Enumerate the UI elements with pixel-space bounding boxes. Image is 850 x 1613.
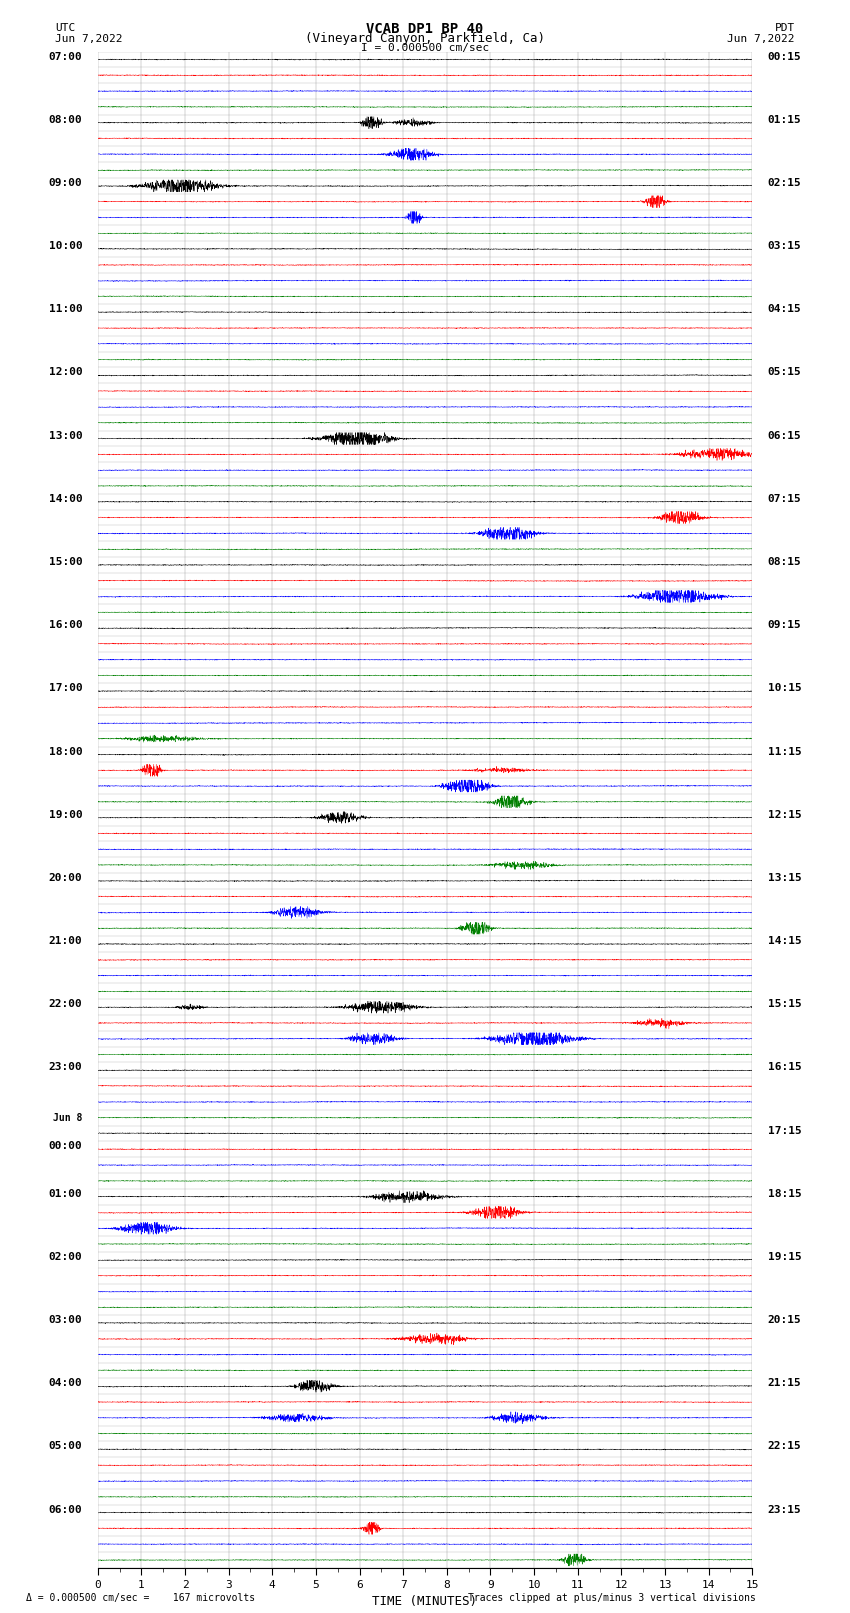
Text: 05:15: 05:15 bbox=[768, 368, 802, 377]
Text: 14:00: 14:00 bbox=[48, 494, 82, 503]
X-axis label: TIME (MINUTES): TIME (MINUTES) bbox=[372, 1595, 478, 1608]
Text: 08:15: 08:15 bbox=[768, 556, 802, 568]
Text: 15:15: 15:15 bbox=[768, 1000, 802, 1010]
Text: 06:00: 06:00 bbox=[48, 1505, 82, 1515]
Text: Jun 8: Jun 8 bbox=[53, 1113, 82, 1123]
Text: Jun 7,2022: Jun 7,2022 bbox=[728, 34, 795, 44]
Text: 01:00: 01:00 bbox=[48, 1189, 82, 1198]
Text: 23:00: 23:00 bbox=[48, 1063, 82, 1073]
Text: 07:15: 07:15 bbox=[768, 494, 802, 503]
Text: 11:00: 11:00 bbox=[48, 305, 82, 315]
Text: Δ = 0.000500 cm/sec =    167 microvolts: Δ = 0.000500 cm/sec = 167 microvolts bbox=[26, 1594, 255, 1603]
Text: UTC: UTC bbox=[55, 24, 76, 34]
Text: 20:15: 20:15 bbox=[768, 1315, 802, 1326]
Text: I = 0.000500 cm/sec: I = 0.000500 cm/sec bbox=[361, 44, 489, 53]
Text: 19:00: 19:00 bbox=[48, 810, 82, 819]
Text: 10:15: 10:15 bbox=[768, 684, 802, 694]
Text: 15:00: 15:00 bbox=[48, 556, 82, 568]
Text: 09:00: 09:00 bbox=[48, 177, 82, 189]
Text: 13:00: 13:00 bbox=[48, 431, 82, 440]
Text: 02:15: 02:15 bbox=[768, 177, 802, 189]
Text: 17:15: 17:15 bbox=[768, 1126, 802, 1136]
Text: 21:15: 21:15 bbox=[768, 1378, 802, 1389]
Text: VCAB DP1 BP 40: VCAB DP1 BP 40 bbox=[366, 23, 484, 35]
Text: 06:15: 06:15 bbox=[768, 431, 802, 440]
Text: 03:15: 03:15 bbox=[768, 242, 802, 252]
Text: 22:00: 22:00 bbox=[48, 1000, 82, 1010]
Text: 17:00: 17:00 bbox=[48, 684, 82, 694]
Text: 11:15: 11:15 bbox=[768, 747, 802, 756]
Text: 20:00: 20:00 bbox=[48, 873, 82, 882]
Text: 02:00: 02:00 bbox=[48, 1252, 82, 1261]
Text: 00:00: 00:00 bbox=[48, 1142, 82, 1152]
Text: 00:15: 00:15 bbox=[768, 52, 802, 61]
Text: 14:15: 14:15 bbox=[768, 936, 802, 947]
Text: (Vineyard Canyon, Parkfield, Ca): (Vineyard Canyon, Parkfield, Ca) bbox=[305, 32, 545, 45]
Text: 12:15: 12:15 bbox=[768, 810, 802, 819]
Text: 09:15: 09:15 bbox=[768, 621, 802, 631]
Text: 04:15: 04:15 bbox=[768, 305, 802, 315]
Text: 18:15: 18:15 bbox=[768, 1189, 802, 1198]
Text: 22:15: 22:15 bbox=[768, 1442, 802, 1452]
Text: 18:00: 18:00 bbox=[48, 747, 82, 756]
Text: 12:00: 12:00 bbox=[48, 368, 82, 377]
Text: 05:00: 05:00 bbox=[48, 1442, 82, 1452]
Text: Traces clipped at plus/minus 3 vertical divisions: Traces clipped at plus/minus 3 vertical … bbox=[468, 1594, 756, 1603]
Text: 19:15: 19:15 bbox=[768, 1252, 802, 1261]
Text: 13:15: 13:15 bbox=[768, 873, 802, 882]
Text: PDT: PDT bbox=[774, 24, 795, 34]
Text: 04:00: 04:00 bbox=[48, 1378, 82, 1389]
Text: 21:00: 21:00 bbox=[48, 936, 82, 947]
Text: 10:00: 10:00 bbox=[48, 242, 82, 252]
Text: 03:00: 03:00 bbox=[48, 1315, 82, 1326]
Text: 23:15: 23:15 bbox=[768, 1505, 802, 1515]
Text: 08:00: 08:00 bbox=[48, 115, 82, 124]
Text: 07:00: 07:00 bbox=[48, 52, 82, 61]
Text: 16:00: 16:00 bbox=[48, 621, 82, 631]
Text: 16:15: 16:15 bbox=[768, 1063, 802, 1073]
Text: 01:15: 01:15 bbox=[768, 115, 802, 124]
Text: Jun 7,2022: Jun 7,2022 bbox=[55, 34, 122, 44]
